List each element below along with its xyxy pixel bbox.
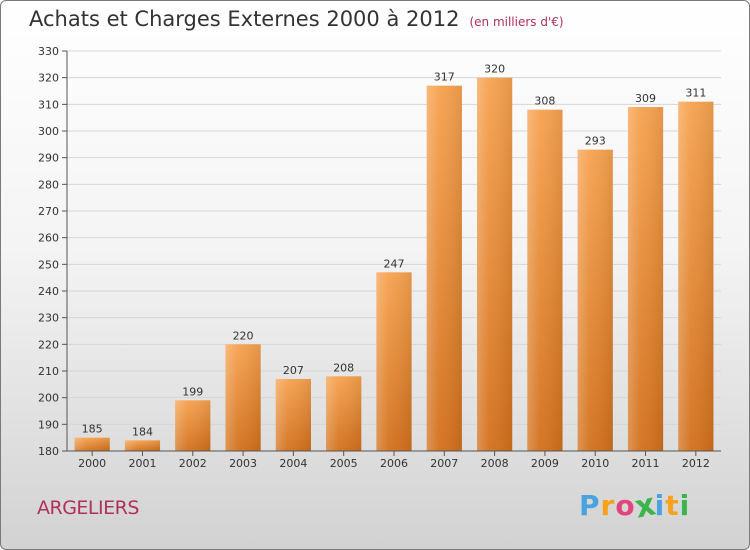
bar-shine bbox=[376, 272, 412, 451]
data-label: 199 bbox=[182, 385, 203, 398]
y-tick-label: 230 bbox=[38, 312, 59, 325]
x-tick-label: 2007 bbox=[430, 457, 458, 470]
chart-title-text: Achats et Charges Externes 2000 à 2012 bbox=[29, 7, 460, 31]
y-tick-label: 270 bbox=[38, 205, 59, 218]
data-label: 207 bbox=[283, 364, 304, 377]
y-axis: 180 190 200 210 220 230 240 250 260 270 280 290 300 3… bbox=[38, 45, 68, 458]
chart-title: Achats et Charges Externes 2000 à 2012 (e… bbox=[29, 7, 564, 31]
data-label: 247 bbox=[384, 257, 405, 270]
x-axis: 2000 2001 2002 2003 2004 2005 2006 2007 2008 2009… bbox=[67, 450, 721, 470]
x-tick-label: 2000 bbox=[78, 457, 106, 470]
bar-shine bbox=[477, 77, 513, 452]
bar-shine bbox=[678, 101, 714, 452]
data-label: 293 bbox=[585, 135, 606, 148]
y-tick-label: 260 bbox=[38, 232, 59, 245]
y-tick-label: 330 bbox=[38, 45, 59, 58]
proxiti-logo: Proxiti bbox=[579, 486, 691, 526]
bars: 185 184 199 220 207 208 247 317 320 308 293 309 311 bbox=[74, 63, 714, 452]
y-tick-label: 180 bbox=[38, 445, 59, 458]
x-tick-label: 2011 bbox=[632, 457, 660, 470]
x-tick-label: 2002 bbox=[179, 457, 207, 470]
y-tick-label: 220 bbox=[38, 338, 59, 351]
y-tick-label: 280 bbox=[38, 178, 59, 191]
bar-shine bbox=[326, 376, 362, 451]
y-tick-label: 200 bbox=[38, 392, 59, 405]
logo-letter: i bbox=[654, 489, 666, 522]
data-label: 320 bbox=[484, 63, 505, 76]
data-label: 184 bbox=[132, 425, 153, 438]
bar-shine bbox=[124, 440, 161, 451]
logo-letter: P bbox=[579, 489, 601, 522]
data-label: 309 bbox=[635, 92, 656, 105]
x-tick-label: 2009 bbox=[531, 457, 559, 470]
y-tick-label: 210 bbox=[38, 365, 59, 378]
x-tick-label: 2008 bbox=[481, 457, 509, 470]
x-tick-label: 2001 bbox=[128, 457, 156, 470]
x-tick-label: 2012 bbox=[682, 457, 710, 470]
logo-letter: o bbox=[615, 489, 636, 522]
y-tick-label: 310 bbox=[38, 98, 59, 111]
bar-shine bbox=[225, 344, 261, 451]
y-tick-label: 190 bbox=[38, 418, 59, 431]
logo-letter: i bbox=[679, 489, 691, 522]
x-tick-label: 2006 bbox=[380, 457, 408, 470]
data-label: 308 bbox=[534, 95, 555, 108]
commune-name: ARGELIERS bbox=[37, 497, 139, 519]
bar-shine bbox=[74, 437, 110, 451]
data-label: 220 bbox=[233, 329, 254, 342]
y-tick-label: 250 bbox=[38, 258, 59, 271]
logo-letter: r bbox=[600, 489, 616, 522]
data-label: 185 bbox=[82, 423, 103, 436]
bar-shine bbox=[627, 107, 664, 451]
x-tick-label: 2004 bbox=[279, 457, 307, 470]
data-label: 208 bbox=[333, 361, 354, 374]
y-tick-label: 290 bbox=[38, 152, 59, 165]
x-tick-label: 2003 bbox=[229, 457, 257, 470]
logo-letter: t bbox=[665, 489, 680, 522]
bar-shine bbox=[577, 149, 613, 451]
x-tick-label: 2010 bbox=[581, 457, 609, 470]
bar-shine bbox=[426, 85, 462, 452]
data-label: 311 bbox=[685, 87, 706, 100]
data-label: 317 bbox=[434, 71, 455, 84]
y-tick-label: 240 bbox=[38, 285, 59, 298]
chart-unit: (en milliers d'€) bbox=[469, 15, 564, 29]
x-tick-label: 2005 bbox=[330, 457, 358, 470]
bar-shine bbox=[527, 109, 563, 452]
y-tick-label: 300 bbox=[38, 125, 59, 138]
y-tick-label: 320 bbox=[38, 72, 59, 85]
bar-shine bbox=[175, 400, 211, 451]
bar-shine bbox=[275, 379, 311, 451]
